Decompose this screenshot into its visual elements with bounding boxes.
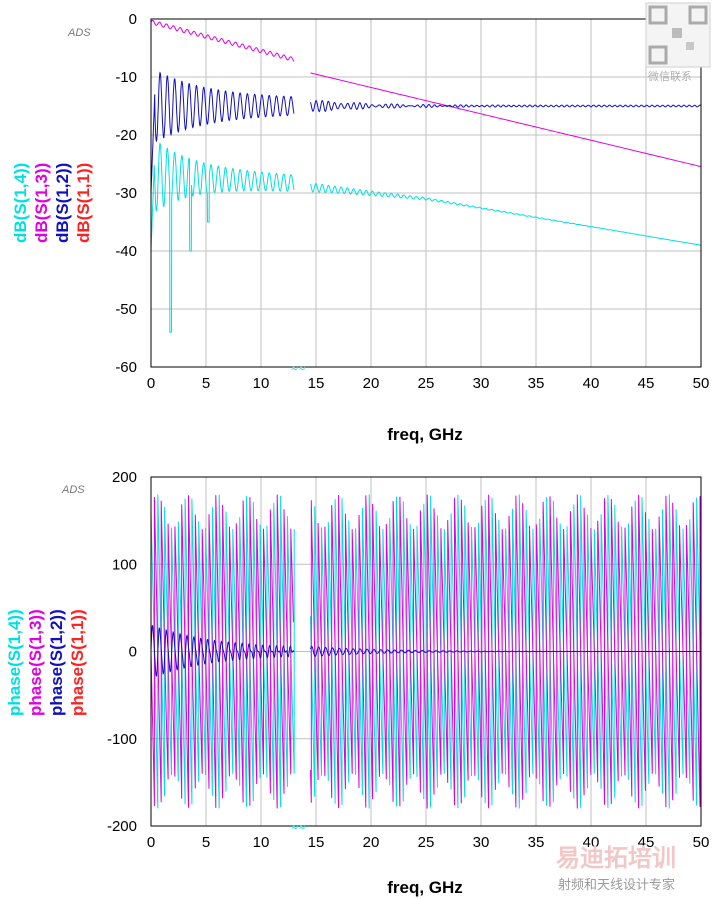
y-tick-label: -200 [107, 818, 137, 835]
brand-caption: 射频和天线设计专家 [558, 877, 675, 893]
qr-caption: 微信联系 [648, 69, 692, 83]
x-tick-label: 35 [528, 375, 545, 392]
legend-db-s13: dB(S(1,3)) [32, 163, 51, 243]
series-db-s14 [150, 142, 295, 333]
legend-db-s12: dB(S(1,2)) [53, 163, 72, 243]
legend-phase-s12: phase(S(1,2)) [47, 609, 66, 716]
y-tick-label: -20 [115, 127, 137, 144]
chart-phase-ads-tag: ADS [61, 484, 85, 496]
x-tick-label: 45 [638, 834, 655, 851]
x-tick-label: 50 [693, 375, 710, 392]
chart-db-legend: dB(S(1,4)) dB(S(1,3)) dB(S(1,2)) dB(S(1,… [11, 163, 93, 243]
series-db-s14-b [310, 182, 702, 246]
x-tick-label: 5 [202, 375, 210, 392]
axis-break-marker: ≈≈ [291, 823, 306, 833]
chart-phase-frame [150, 476, 702, 827]
x-tick-label: 0 [147, 834, 155, 851]
legend-phase-s14: phase(S(1,4)) [5, 609, 24, 716]
x-tick-label: 30 [473, 834, 490, 851]
x-tick-label: 20 [363, 375, 380, 392]
x-tick-label: 25 [418, 834, 435, 851]
y-tick-label: 0 [129, 644, 137, 661]
x-tick-label: 30 [473, 375, 490, 392]
y-tick-label: 100 [112, 556, 137, 573]
axis-break-marker: ≈≈ [291, 364, 306, 374]
x-tick-label: 40 [583, 375, 600, 392]
chart-db-grid [150, 18, 702, 368]
series-phase-s12-b [310, 645, 701, 657]
x-tick-label: 45 [638, 375, 655, 392]
chart-phase-legend: phase(S(1,4)) phase(S(1,3)) phase(S(1,2)… [5, 609, 87, 716]
chart-phase: 0 5 10 15 20 25 30 35 40 45 50 ≈≈ 200 100 0 -100 -200 A… [5, 469, 709, 897]
chart-phase-x-ticks: 0 5 10 15 20 25 30 35 40 45 50 ≈≈ [147, 823, 710, 851]
y-tick-label: 0 [129, 11, 137, 28]
chart-db-ads-tag: ADS [67, 27, 91, 39]
series-db-s12-b [310, 99, 702, 113]
chart-db-xlabel: freq, GHz [387, 425, 463, 444]
x-tick-label: 35 [528, 834, 545, 851]
chart-db: 0 5 10 15 20 25 30 35 40 45 50 ≈≈ 0 -10 -20 -30 -40 -50 -… [11, 11, 709, 444]
x-tick-label: 10 [253, 375, 270, 392]
y-tick-label: -100 [107, 731, 137, 748]
x-tick-label: 25 [418, 375, 435, 392]
y-tick-label: -50 [115, 301, 137, 318]
chart-db-x-ticks: 0 5 10 15 20 25 30 35 40 45 50 ≈≈ [147, 364, 710, 392]
y-tick-label: -40 [115, 243, 137, 260]
x-tick-label: 15 [308, 375, 325, 392]
legend-phase-s13: phase(S(1,3)) [26, 609, 45, 716]
chart-db-y-ticks: 0 -10 -20 -30 -40 -50 -60 [115, 11, 137, 376]
x-tick-label: 40 [583, 834, 600, 851]
y-tick-label: 200 [112, 469, 137, 486]
x-tick-label: 50 [693, 834, 710, 851]
legend-phase-s11: phase(S(1,1)) [68, 609, 87, 716]
series-phase-s13 [150, 494, 294, 809]
chart-phase-xlabel: freq, GHz [387, 878, 463, 897]
series-db-s12 [150, 71, 295, 194]
x-tick-label: 15 [308, 834, 325, 851]
x-tick-label: 5 [202, 834, 210, 851]
chart-phase-series [150, 494, 702, 809]
series-db-s13 [150, 19, 295, 62]
series-phase-s13-b [310, 494, 702, 809]
series-phase-s12 [150, 625, 295, 678]
series-db-s13-b [310, 72, 702, 168]
chart-db-series [150, 19, 702, 333]
qr-watermark: 微信联系 [645, 2, 711, 83]
x-tick-label: 10 [253, 834, 270, 851]
x-tick-label: 20 [363, 834, 380, 851]
y-tick-label: -10 [115, 69, 137, 86]
x-tick-label: 0 [147, 375, 155, 392]
legend-db-s14: dB(S(1,4)) [11, 163, 30, 243]
legend-db-s11: dB(S(1,1)) [74, 163, 93, 243]
y-tick-label: -60 [115, 359, 137, 376]
chart-db-frame [150, 18, 702, 368]
brand-watermark: 易迪拓培训 射频和天线设计专家 [556, 844, 676, 893]
y-tick-label: -30 [115, 185, 137, 202]
chart-phase-y-ticks: 200 100 0 -100 -200 [107, 469, 137, 835]
brand-name: 易迪拓培训 [556, 844, 676, 872]
